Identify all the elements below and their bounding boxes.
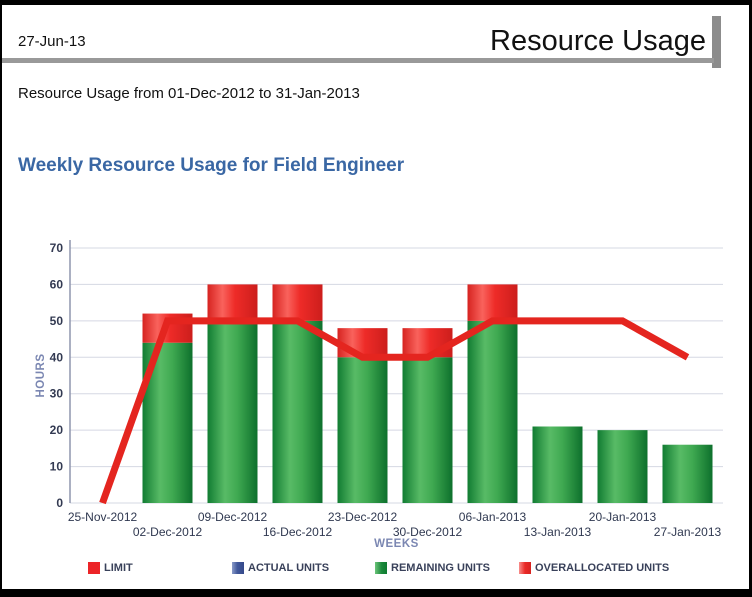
bar-remaining-units <box>597 430 648 503</box>
y-tick-label: 60 <box>50 277 64 291</box>
x-tick-label: 06-Jan-2013 <box>459 510 527 524</box>
bar-remaining-units <box>467 320 518 503</box>
resource-usage-chart: 0 10 20 30 40 50 60 70 25-Nov-2012 02-Dec-2012 09-… <box>2 230 749 560</box>
bar-remaining-units <box>337 357 388 503</box>
legend-label: REMAINING UNITS <box>391 562 490 574</box>
bar-overallocated-units <box>467 284 518 321</box>
legend-item-overallocated-units: OVERALLOCATED UNITS <box>519 562 669 574</box>
legend-label: LIMIT <box>104 562 133 574</box>
report-date: 27-Jun-13 <box>18 33 86 50</box>
report-subtitle: Resource Usage from 01-Dec-2012 to 31-Ja… <box>18 85 360 102</box>
title-accent-bar <box>712 16 721 68</box>
y-tick-label: 10 <box>50 460 64 474</box>
legend-item-remaining-units: REMAINING UNITS <box>375 562 490 574</box>
y-tick-label: 0 <box>56 496 63 510</box>
legend-label: OVERALLOCATED UNITS <box>535 562 670 574</box>
actual-units-swatch-icon <box>232 562 244 574</box>
legend-item-limit: LIMIT <box>88 562 133 574</box>
y-tick-label: 30 <box>50 387 64 401</box>
x-axis-title: WEEKS <box>374 538 419 550</box>
bar-overallocated-units <box>337 328 388 358</box>
x-tick-label: 23-Dec-2012 <box>328 510 398 524</box>
bar-remaining-units <box>272 320 323 503</box>
y-tick-label: 70 <box>50 241 64 255</box>
y-tick-label: 20 <box>50 423 64 437</box>
legend-item-actual-units: ACTUAL UNITS <box>232 562 329 574</box>
y-axis-title: HOURS <box>35 353 47 397</box>
remaining-units-swatch-icon <box>375 562 387 574</box>
bar-remaining-units <box>532 426 583 503</box>
header-divider <box>2 58 714 63</box>
x-tick-label: 25-Nov-2012 <box>68 510 138 524</box>
x-tick-label: 02-Dec-2012 <box>133 525 203 539</box>
x-tick-label: 09-Dec-2012 <box>198 510 268 524</box>
bar-overallocated-units <box>272 284 323 321</box>
overallocated-units-swatch-icon <box>519 562 531 574</box>
x-tick-label: 20-Jan-2013 <box>589 510 657 524</box>
x-tick-label: 13-Jan-2013 <box>524 525 592 539</box>
x-tick-label: 27-Jan-2013 <box>654 525 722 539</box>
bar-remaining-units <box>207 324 258 503</box>
bar-overallocated-units <box>402 328 453 358</box>
bar-remaining-units <box>662 444 713 503</box>
bar-remaining-units <box>402 357 453 503</box>
limit-line <box>99 317 690 505</box>
chart-canvas: 0 10 20 30 40 50 60 70 25-Nov-201202-Dec-201209-… <box>35 240 723 550</box>
page-title: Resource Usage <box>490 25 706 57</box>
legend-label: ACTUAL UNITS <box>248 562 330 574</box>
chart-title: Weekly Resource Usage for Field Engineer <box>18 155 405 176</box>
y-tick-label: 40 <box>50 350 64 364</box>
x-tick-label: 30-Dec-2012 <box>393 525 463 539</box>
limit-swatch-icon <box>88 562 100 574</box>
x-tick-label: 16-Dec-2012 <box>263 525 333 539</box>
chart-legend: LIMIT ACTUAL UNITS REMAINING UNITS OVERA… <box>2 562 749 582</box>
y-tick-label: 50 <box>50 314 64 328</box>
